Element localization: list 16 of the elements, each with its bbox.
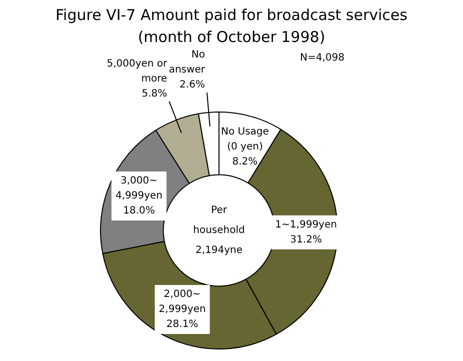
slice-label: No Usage (0 yen) (221, 126, 269, 152)
slice-label: 1~1,999yen (275, 219, 337, 230)
slice-label: 3,000~4,999yen (115, 176, 163, 202)
chart-title: Figure VI-7 Amount paid for broadcast services (54, 5, 408, 26)
text: Per household 2,194yne (193, 205, 245, 256)
data-label: 31.2% (290, 234, 322, 246)
data-label: 18.0% (123, 206, 155, 217)
data-label: 2.6% (180, 80, 205, 91)
slice-label: No answer (168, 50, 206, 76)
text: N=4,098 (300, 52, 344, 64)
chart-subtitle: (month of October 1998) (136, 27, 326, 48)
data-label: 8.2% (232, 156, 258, 168)
slice-label: 2,000~2,999yen (158, 289, 206, 316)
slice-label: 5,000yen or more (106, 58, 168, 84)
data-label: 5.8% (142, 88, 168, 100)
data-label: 28.1% (166, 319, 198, 330)
